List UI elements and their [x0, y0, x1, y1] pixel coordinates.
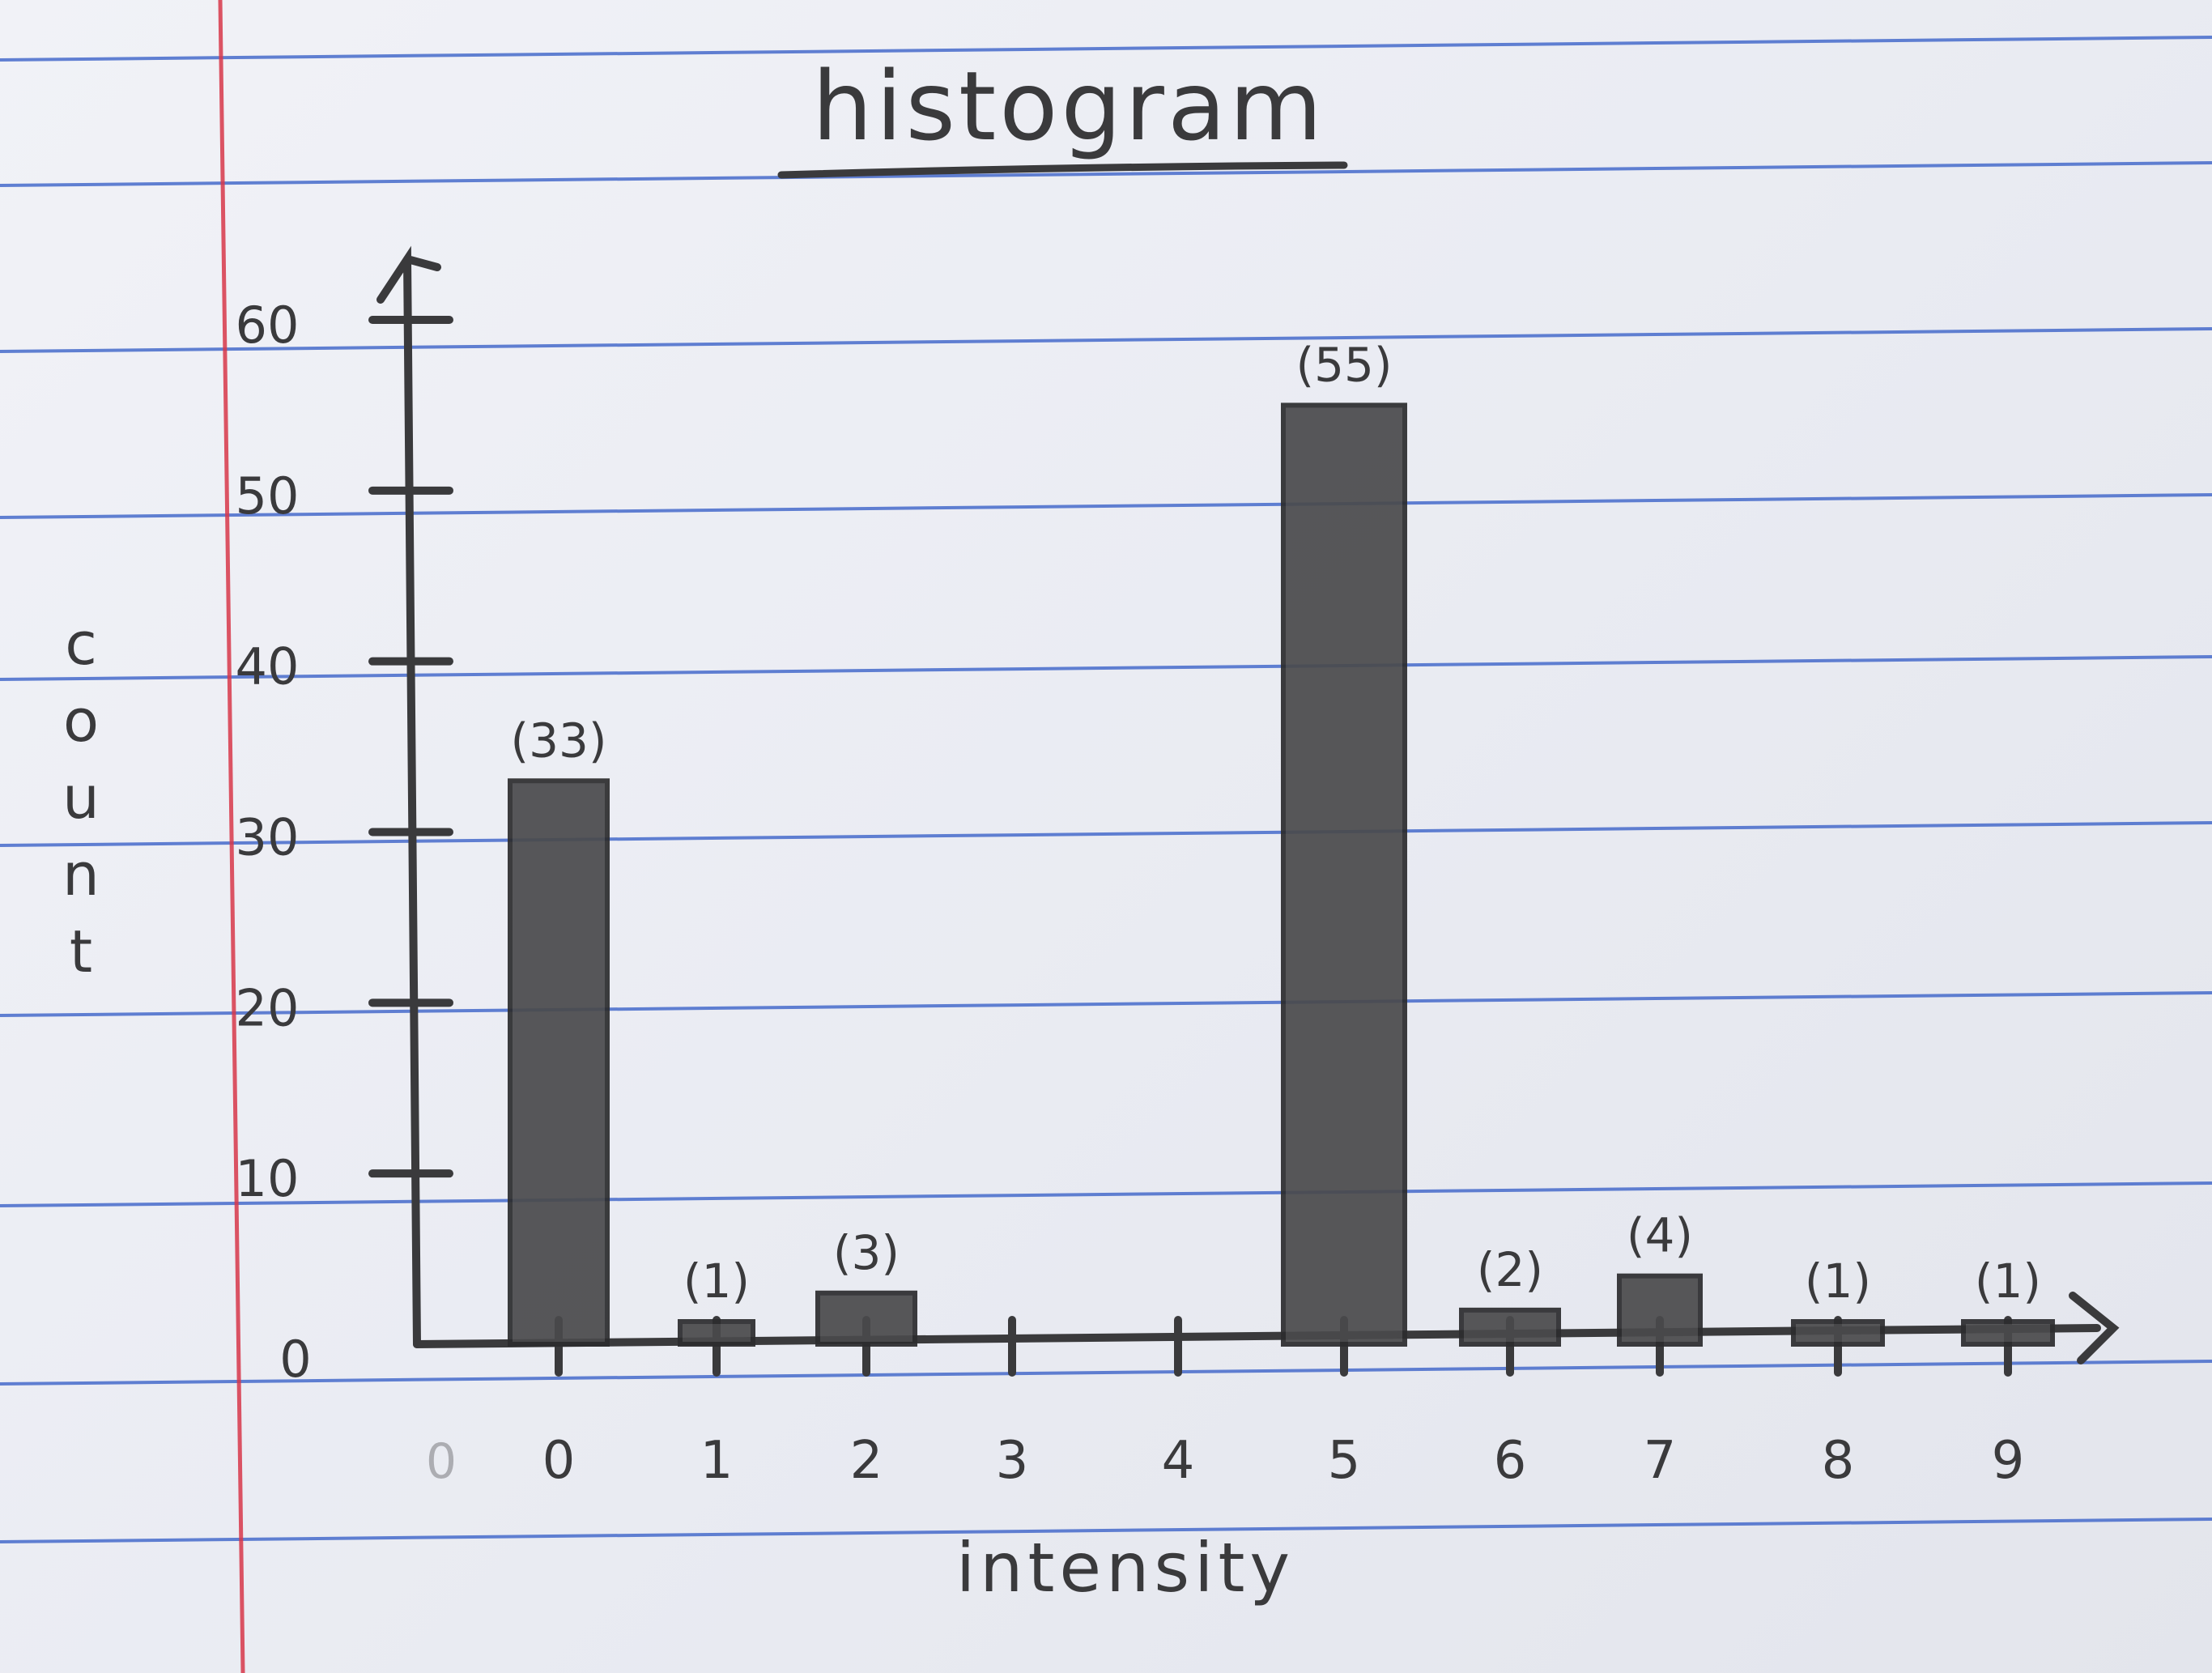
histogram-bar [1459, 1307, 1561, 1347]
bar-data-label: (3) [833, 1225, 900, 1280]
x-tick-label: 6 [1494, 1431, 1527, 1491]
histogram-bar [815, 1290, 917, 1347]
x-axis-ticks: 0 0 1 2 3 4 5 6 7 8 9 [426, 1316, 2025, 1491]
x-tick-label: 4 [1162, 1431, 1195, 1491]
x-tick-label: 3 [996, 1431, 1029, 1491]
y-axis-ticks: 0 10 20 30 40 50 60 [236, 296, 453, 1389]
title-underline [777, 161, 1348, 179]
paper-rule-line [0, 1181, 2212, 1207]
y-axis-title-letter: t [70, 917, 92, 985]
histogram-bar [508, 778, 610, 1347]
y-axis-title-letter: c [65, 610, 97, 678]
histogram-bar [1281, 402, 1407, 1347]
y-axis-title-letter: u [62, 764, 100, 832]
paper-rule-line [0, 36, 2212, 62]
y-axis-title-letter: o [63, 687, 99, 755]
y-tick-label: 30 [236, 808, 300, 867]
y-tick-label: 20 [236, 978, 300, 1037]
bar-data-label: (1) [1975, 1254, 2041, 1309]
paper-margin-line [218, 0, 245, 1673]
paper-rule-line [0, 493, 2212, 519]
axes [376, 245, 2120, 1364]
y-tick-label: 0 [279, 1330, 311, 1389]
paper-rule-line [0, 821, 2212, 847]
x-tick-label: 2 [850, 1431, 883, 1491]
y-tick-label: 60 [236, 296, 300, 355]
bar-data-label: (2) [1477, 1242, 1543, 1297]
y-axis-title-letter: n [62, 841, 100, 909]
bar-data-labels: (33) (1) (3) (55) (2) (4) (1) (1) [510, 337, 2041, 1309]
x-axis-title: intensity [956, 1528, 1295, 1607]
x-tick-label: 8 [1822, 1431, 1855, 1491]
y-tick-label: 40 [236, 637, 300, 696]
y-tick-label: 10 [236, 1149, 300, 1208]
y-axis-line [376, 245, 441, 1348]
bar-data-label: (55) [1295, 337, 1392, 392]
paper-rule-line [0, 991, 2212, 1017]
bar-data-label: (1) [1805, 1254, 1871, 1309]
paper-rule-line [0, 327, 2212, 353]
x-tick-label: 7 [1644, 1431, 1677, 1491]
paper-rule-line [0, 161, 2212, 187]
y-tick-label: 50 [236, 466, 300, 526]
paper-rule-line [0, 1360, 2212, 1386]
bars [508, 402, 2055, 1347]
x-tick-label: 9 [1992, 1431, 2025, 1491]
x-tick-label: 5 [1328, 1431, 1361, 1491]
x-origin-label: 0 [426, 1433, 457, 1490]
bar-data-label: (4) [1627, 1208, 1693, 1263]
histogram-bar [1617, 1273, 1703, 1347]
bar-data-label: (33) [510, 713, 606, 768]
x-tick-label: 1 [700, 1431, 734, 1491]
x-tick-label: 0 [542, 1431, 576, 1491]
bar-data-label: (1) [683, 1254, 750, 1309]
histogram-bar [678, 1319, 755, 1347]
paper-rule-line [0, 1518, 2212, 1543]
histogram-bar [1791, 1319, 1885, 1347]
paper-rule-line [0, 655, 2212, 681]
chart-title: histogram [812, 50, 1325, 162]
histogram-bar [1961, 1319, 2055, 1347]
